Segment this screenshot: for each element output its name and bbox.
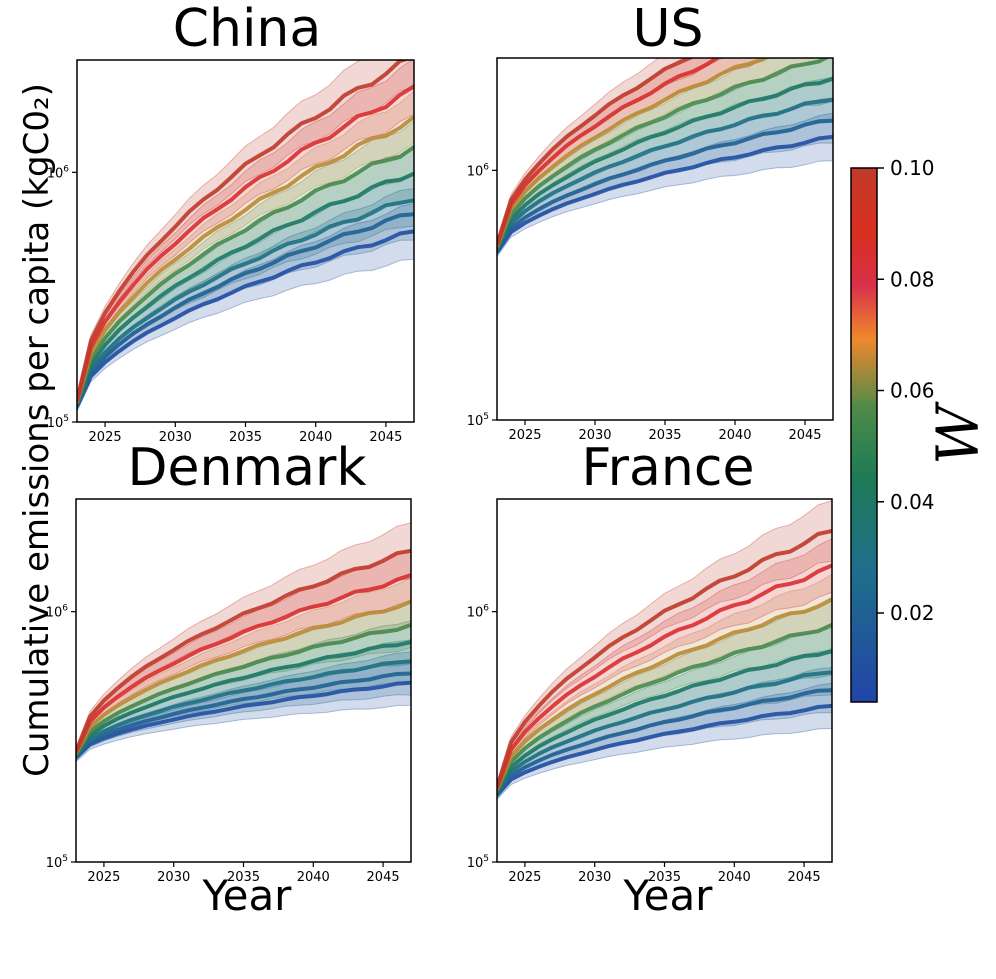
panel-title-france: France bbox=[582, 438, 755, 498]
denmark-xtick-label: 2035 bbox=[227, 870, 260, 885]
france-xtick-label: 2040 bbox=[718, 870, 751, 885]
france-xtick-label: 2030 bbox=[578, 870, 611, 885]
colorbar-tick-label: 0.10 bbox=[890, 156, 935, 180]
france-series-w0.1 bbox=[497, 528, 832, 788]
us-series-w0.085 bbox=[497, 58, 721, 247]
colorbar-label: W bbox=[924, 401, 992, 465]
us-xtick-label: 2025 bbox=[508, 428, 541, 443]
france-series-w0.02 bbox=[497, 688, 832, 796]
colorbar-tick-label: 0.02 bbox=[890, 601, 935, 625]
denmark-xtick-label: 2025 bbox=[87, 870, 120, 885]
panel-france: 2025 2030 2035 2040 2045 105 106 bbox=[467, 498, 833, 885]
us-series-w0.055 bbox=[497, 58, 830, 249]
y-axis-label: Cumulative emissions per capita (kgC0₂) bbox=[17, 83, 57, 777]
france-series-w0.085 bbox=[497, 563, 832, 789]
denmark-series-w0.01 bbox=[76, 680, 411, 759]
denmark-series-w0.03 bbox=[76, 659, 411, 757]
china-series-w0.1 bbox=[77, 60, 411, 401]
france-series-w0.04 bbox=[497, 649, 832, 793]
china-series-w0.03 bbox=[77, 198, 414, 406]
us-series-w0.04 bbox=[497, 76, 833, 250]
china-series-w0.065 bbox=[77, 115, 414, 403]
denmark-xtick-label: 2040 bbox=[297, 870, 330, 885]
china-series-w0.04 bbox=[77, 171, 414, 405]
denmark-series-w0.04 bbox=[76, 640, 411, 756]
china-xtick-label: 2035 bbox=[229, 430, 262, 445]
china-xtick-label: 2045 bbox=[369, 430, 402, 445]
colorbar-gradient bbox=[850, 167, 878, 703]
us-series-w0.065 bbox=[497, 58, 769, 248]
china-band-w0.03 bbox=[77, 174, 414, 410]
china-band-w0.085 bbox=[77, 60, 414, 406]
denmark-series-w0.055 bbox=[76, 623, 411, 756]
us-xtick-label: 2035 bbox=[648, 428, 681, 443]
denmark-xtick-label: 2030 bbox=[157, 870, 190, 885]
france-xtick-label: 2045 bbox=[788, 870, 821, 885]
us-ytick-label: 105 bbox=[467, 412, 489, 429]
colorbar-tick-label: 0.06 bbox=[890, 379, 935, 403]
france-series-w0.01 bbox=[497, 703, 832, 797]
panel-title-denmark: Denmark bbox=[127, 438, 366, 498]
france-band-w0.1 bbox=[497, 500, 832, 792]
colorbar-tick-label: 0.08 bbox=[890, 267, 935, 291]
china-xtick-label: 2040 bbox=[299, 430, 332, 445]
china-series-w0.055 bbox=[77, 145, 414, 404]
denmark-series-w0.1 bbox=[76, 548, 411, 753]
china-series-w0.01 bbox=[77, 229, 414, 408]
panel-title-us: US bbox=[632, 0, 703, 59]
china-xtick-label: 2030 bbox=[159, 430, 192, 445]
france-series-w0.065 bbox=[497, 597, 832, 791]
us-series-w0.03 bbox=[497, 97, 833, 251]
china-band-w0.1 bbox=[77, 60, 414, 405]
colorbar-tick-label: 0.04 bbox=[890, 490, 935, 514]
france-series-w0.055 bbox=[497, 622, 832, 792]
france-ytick-label: 106 bbox=[467, 604, 490, 621]
france-xtick-label: 2025 bbox=[508, 870, 541, 885]
france-xtick-label: 2035 bbox=[648, 870, 681, 885]
us-xtick-label: 2045 bbox=[788, 428, 821, 443]
denmark-ytick-label: 105 bbox=[46, 854, 68, 871]
china-band-w0.065 bbox=[77, 90, 414, 407]
us-series-w0.1 bbox=[497, 58, 695, 246]
denmark-xtick-label: 2045 bbox=[367, 870, 400, 885]
france-series-w0.03 bbox=[497, 670, 832, 794]
china-series-w0.085 bbox=[77, 84, 414, 402]
colorbar: 0.02 0.04 0.06 0.08 0.10 W bbox=[850, 156, 992, 703]
denmark-series-w0.065 bbox=[76, 599, 411, 755]
x-axis-label-denmark: Year bbox=[202, 871, 293, 920]
panel-title-china: China bbox=[173, 0, 322, 59]
china-series-w0.02 bbox=[77, 212, 414, 407]
us-series-w0.02 bbox=[497, 118, 833, 253]
china-xtick-label: 2025 bbox=[89, 430, 122, 445]
us-xtick-label: 2040 bbox=[718, 428, 751, 443]
us-xtick-label: 2030 bbox=[578, 428, 611, 443]
x-axis-label-france: Year bbox=[623, 871, 714, 920]
denmark-band-w0.085 bbox=[76, 548, 411, 757]
denmark-series-w0.085 bbox=[76, 573, 411, 754]
denmark-series-w0.02 bbox=[76, 671, 411, 758]
panel-us: 2025 2030 2035 2040 2045 105 106 bbox=[467, 57, 834, 443]
france-ytick-label: 105 bbox=[467, 854, 489, 871]
us-ytick-label: 106 bbox=[467, 162, 490, 179]
us-series-w0.01 bbox=[497, 134, 833, 254]
